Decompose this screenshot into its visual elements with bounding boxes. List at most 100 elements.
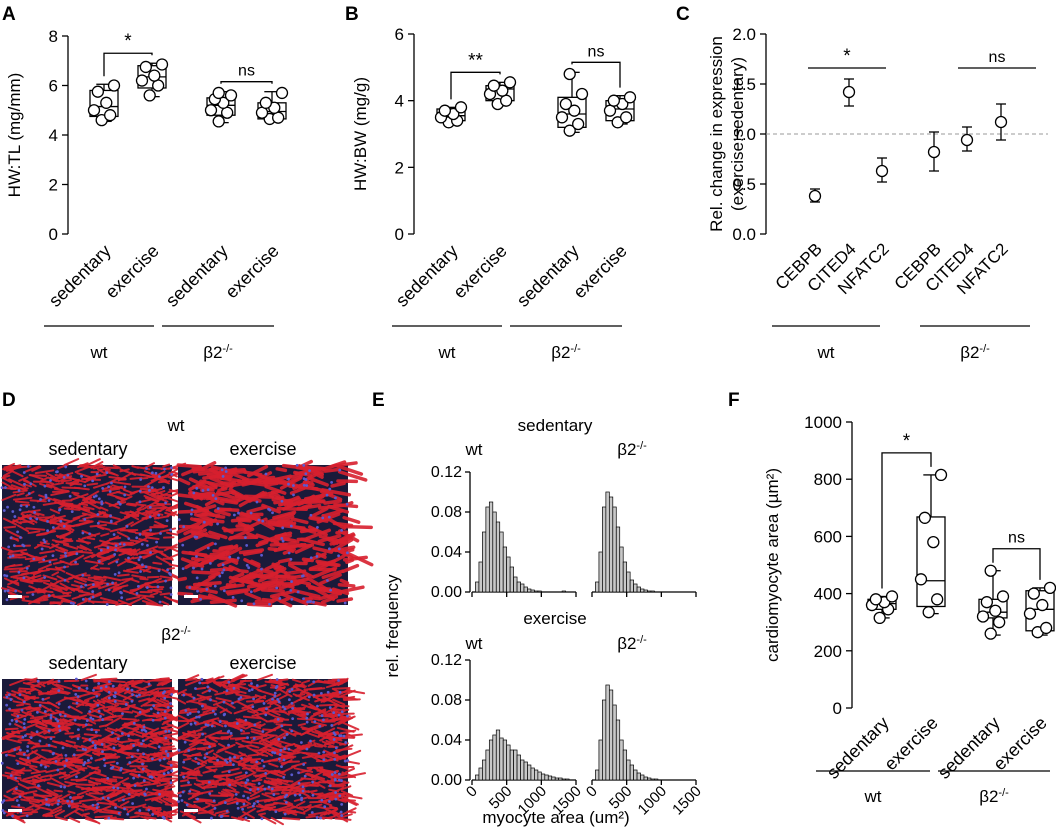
y-tick-label: 400 <box>814 585 842 604</box>
micrograph-ko-exercise-nucleus <box>210 816 213 820</box>
micrograph-ko-sedentary-fiber <box>83 733 102 737</box>
micrograph-wt-sedentary-nucleus <box>120 591 123 595</box>
micrograph-wt-sedentary-fiber <box>96 549 113 557</box>
micrograph-wt-exercise-fiber <box>191 570 220 575</box>
micrograph-wt-exercise-fiber <box>177 477 191 486</box>
hist-sedentary-ko-bar <box>608 496 614 593</box>
micrograph-ko-sedentary-fiber <box>40 774 53 779</box>
micrograph-wt-exercise-fiber <box>238 548 265 555</box>
micrograph-ko-sedentary-nucleus <box>73 718 77 722</box>
micrograph-ko-sedentary-nucleus <box>37 784 40 788</box>
micrograph-wt-sedentary-fiber <box>91 582 104 588</box>
micrograph-wt-sedentary-nucleus <box>139 555 142 559</box>
micrograph-ko-exercise-nucleus <box>339 734 343 738</box>
micrograph-wt-sedentary-fiber <box>129 539 141 543</box>
micrograph-ko-exercise-fiber <box>270 816 285 826</box>
micrograph-ko-exercise-fiber <box>306 772 326 780</box>
col-label-exercise-wt: exercise <box>229 439 296 459</box>
micrograph-wt-sedentary-fiber <box>49 586 63 592</box>
micrograph-ko-sedentary-nucleus <box>75 775 78 779</box>
micrograph-ko-sedentary-fiber <box>154 792 169 801</box>
hist-sedentary-wt-bar <box>516 581 521 593</box>
micrograph-ko-exercise-nucleus <box>275 678 279 681</box>
micrograph-ko-sedentary-fiber <box>51 687 71 695</box>
micrograph-ko-exercise-nucleus <box>184 709 188 712</box>
micrograph-ko-sedentary-nucleus <box>126 812 130 816</box>
micrograph-ko-sedentary-fiber <box>80 744 90 750</box>
hist-exercise-wt-bar <box>551 776 556 781</box>
micrograph-ko-exercise-fiber <box>198 698 206 703</box>
micrograph-ko-exercise-fiber <box>201 679 216 685</box>
micrograph-wt-sedentary-fiber <box>1 476 13 484</box>
micrograph-ko-exercise-nucleus <box>248 788 252 792</box>
data-point <box>487 79 500 92</box>
micrograph-ko-sedentary-fiber <box>150 752 160 756</box>
micrograph-ko-sedentary-fiber <box>73 752 86 761</box>
micrograph-wt-exercise-fiber <box>217 558 236 567</box>
micrograph-ko-sedentary-fiber <box>72 795 81 799</box>
micrograph-ko-exercise-fiber <box>337 679 349 687</box>
micrograph-wt-sedentary-fiber <box>109 485 124 490</box>
micrograph-ko-exercise-nucleus <box>213 712 217 716</box>
micrograph-wt-sedentary-fiber <box>37 543 50 548</box>
micrograph-wt-exercise-fiber <box>342 515 361 524</box>
micrograph-wt-sedentary-nucleus <box>47 499 51 502</box>
micrograph-wt-sedentary-nucleus <box>138 533 142 536</box>
micrograph-wt-sedentary-nucleus <box>69 601 73 605</box>
micrograph-ko-exercise-fiber <box>280 760 292 765</box>
data-point <box>91 85 104 98</box>
micrograph-wt-exercise-nucleus <box>296 590 300 594</box>
micrograph-wt-sedentary-fiber <box>71 594 86 600</box>
micrograph-ko-sedentary-nucleus <box>10 718 14 722</box>
micrograph-ko-sedentary-fiber <box>111 748 131 757</box>
micrograph-wt-sedentary-nucleus <box>118 542 122 546</box>
micrograph-wt-exercise-nucleus <box>224 466 228 470</box>
micrograph-ko-exercise-nucleus <box>309 739 312 743</box>
micrograph-ko-exercise-fiber <box>203 706 217 711</box>
micrograph-wt-sedentary-fiber <box>130 516 148 527</box>
micrograph-ko-exercise-nucleus <box>337 778 341 782</box>
micrograph-wt-sedentary-nucleus <box>148 488 151 492</box>
micrograph-wt-exercise-fiber <box>228 574 257 584</box>
micrograph-wt-exercise-fiber <box>321 509 344 518</box>
micrograph-wt-sedentary-nucleus <box>144 565 148 569</box>
micrograph-ko-exercise-nucleus <box>287 698 291 702</box>
micrograph-ko-sedentary-nucleus <box>133 784 137 788</box>
micrograph-wt-sedentary-fiber <box>145 487 163 494</box>
micrograph-wt-sedentary-fiber <box>139 545 159 554</box>
micrograph-ko-sedentary-nucleus <box>76 728 80 732</box>
micrograph-ko-exercise-fiber <box>247 753 262 757</box>
data-point <box>918 511 931 524</box>
micrograph-ko-exercise-fiber <box>206 744 217 750</box>
micrograph-wt-sedentary-nucleus <box>159 532 162 535</box>
micrograph-ko-exercise-fiber <box>344 797 359 806</box>
hist-exercise-wt-bar <box>475 774 480 781</box>
micrograph-ko-sedentary-nucleus <box>126 687 129 691</box>
micrograph-wt-sedentary-fiber <box>92 482 109 489</box>
micrograph-ko-sedentary-nucleus <box>111 731 114 735</box>
micrograph-wt-sedentary-nucleus <box>138 500 142 504</box>
micrograph-ko-exercise-fiber <box>233 721 251 728</box>
micrograph-ko-sedentary-fiber <box>105 714 117 720</box>
micrograph-ko-sedentary-nucleus <box>23 718 27 721</box>
micrograph-wt-sedentary-fiber <box>60 479 72 483</box>
micrograph-ko-exercise-fiber <box>258 734 275 743</box>
micrograph-ko-sedentary-nucleus <box>106 776 110 780</box>
micrograph-ko-sedentary-fiber <box>133 770 144 774</box>
micrograph-wt-exercise-fiber <box>301 503 313 510</box>
micrograph-ko-sedentary-nucleus <box>88 710 92 713</box>
micrograph-ko-sedentary-nucleus <box>151 757 154 761</box>
micrograph-wt-sedentary-nucleus <box>113 553 117 556</box>
micrograph-ko-sedentary-nucleus <box>169 781 173 785</box>
micrograph-ko-sedentary-nucleus <box>130 755 134 759</box>
micrograph-ko-sedentary-nucleus <box>97 709 101 713</box>
row-title-exercise: exercise <box>523 609 586 628</box>
micrograph-wt-sedentary-nucleus <box>166 568 170 572</box>
hist-sedentary-ko-bar <box>622 561 628 593</box>
micrograph-ko-exercise-fiber <box>249 744 260 749</box>
category-label: exercise <box>880 713 942 775</box>
micrograph-wt-exercise-fiber <box>214 507 233 513</box>
micrograph-ko-sedentary-fiber <box>157 691 169 699</box>
micrograph-ko-sedentary-fiber <box>11 730 21 735</box>
